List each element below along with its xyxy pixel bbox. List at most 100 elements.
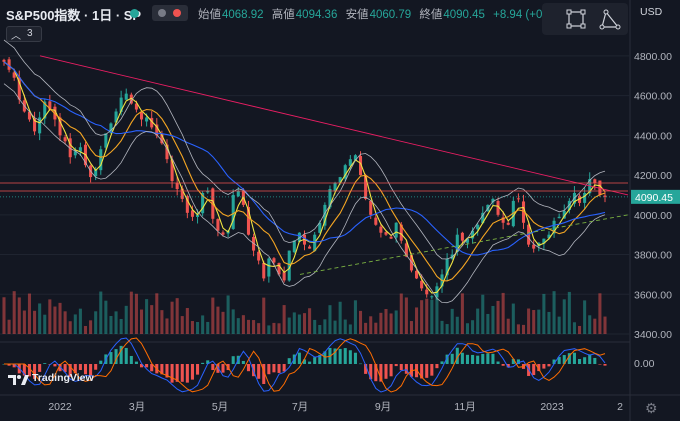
macd-histogram-bar — [379, 364, 383, 382]
candle — [318, 222, 322, 233]
volume-bar — [165, 318, 169, 334]
macd-histogram-bar — [404, 364, 408, 374]
candle — [481, 212, 485, 224]
volume-bar — [43, 314, 47, 334]
candle — [445, 258, 449, 276]
macd-histogram-bar — [415, 364, 419, 378]
macd-histogram-bar — [185, 364, 189, 383]
volume-bar — [430, 299, 434, 334]
last-price-label: 4090.45 — [635, 192, 673, 204]
candle — [150, 117, 154, 128]
candle — [221, 232, 225, 235]
candle — [471, 230, 475, 239]
volume-bar — [114, 311, 118, 334]
candle — [139, 112, 144, 120]
macd-histogram-bar — [297, 352, 301, 364]
macd-histogram-bar — [165, 364, 169, 378]
volume-bar — [63, 311, 67, 334]
candle — [501, 217, 505, 223]
tradingview-logo[interactable]: TradingView — [8, 370, 118, 388]
volume-bar — [196, 321, 200, 334]
volume-bar — [588, 315, 592, 334]
candle — [516, 198, 520, 200]
path-icon[interactable] — [599, 9, 621, 30]
currency-label[interactable]: USD — [640, 6, 663, 18]
volume-bar — [58, 302, 62, 334]
candle — [603, 195, 607, 197]
macd-histogram-bar — [389, 364, 393, 377]
macd-histogram-bar — [542, 364, 546, 369]
candle — [521, 201, 526, 223]
macd-histogram-bar — [501, 364, 505, 366]
volume-bar — [318, 324, 322, 334]
volume-bar — [277, 323, 281, 334]
candle — [124, 93, 128, 100]
candle — [506, 222, 510, 225]
volume-bar — [445, 324, 449, 334]
candle — [532, 244, 536, 249]
volume-bar — [435, 293, 439, 334]
low-value: 4060.79 — [369, 9, 412, 21]
volume-bar — [496, 300, 500, 334]
macd-histogram-bar — [394, 364, 398, 367]
volume-bar — [450, 308, 454, 334]
volume-bar — [216, 306, 220, 334]
candle — [246, 207, 251, 235]
symbol-title[interactable]: S&P500指数 · 1日 · SP — [6, 8, 142, 23]
candle — [58, 117, 62, 136]
macd-histogram-bar — [384, 364, 388, 379]
candle — [12, 72, 16, 78]
volume-bar — [89, 320, 93, 334]
macd-histogram-bar — [262, 364, 266, 384]
volume-bar — [53, 306, 57, 334]
macd-histogram-bar — [175, 364, 179, 382]
x-tick-label: 7月 — [292, 401, 308, 413]
candle — [109, 123, 113, 134]
indicator-toggle[interactable] — [152, 5, 188, 21]
candle — [404, 243, 408, 257]
macd-histogram-bar — [99, 360, 103, 364]
macd-histogram-bar — [323, 351, 327, 364]
candle — [277, 263, 281, 275]
candle — [68, 138, 72, 158]
macd-histogram-bar — [180, 364, 184, 382]
candle — [333, 183, 337, 192]
volume-bar — [94, 311, 98, 334]
volume-bar — [308, 308, 312, 334]
ma-line-mid — [3, 61, 606, 282]
box-icon[interactable] — [566, 9, 586, 29]
macd-histogram-bar — [12, 364, 16, 368]
candle — [185, 196, 189, 213]
candle — [583, 192, 587, 203]
candle — [27, 111, 31, 120]
macd-histogram-bar — [7, 364, 11, 366]
candle — [180, 188, 184, 199]
volume-bar — [119, 318, 123, 334]
macd-histogram-bar — [506, 364, 510, 368]
volume-bar — [104, 300, 108, 334]
candle — [73, 151, 77, 156]
volume-bar — [369, 316, 373, 334]
volume-bar — [562, 299, 566, 334]
volume-bar — [481, 294, 485, 334]
candle — [364, 175, 368, 199]
candle — [257, 251, 261, 261]
macd-histogram-bar — [89, 364, 93, 376]
volume-bar — [516, 324, 520, 334]
drawing-toolbar — [542, 3, 628, 35]
indicator-collapse-button[interactable]: ︿ 3 — [6, 26, 42, 42]
macd-histogram-bar — [572, 352, 576, 364]
tradingview-logo-icon — [8, 375, 29, 385]
gear-icon[interactable]: ⚙ — [645, 400, 658, 416]
macd-histogram-bar — [58, 364, 62, 372]
volume-bar — [73, 314, 77, 334]
volume-bar — [572, 322, 576, 334]
volume-bar — [593, 318, 597, 334]
macd-histogram-bar — [557, 356, 561, 364]
volume-bar — [374, 322, 378, 334]
y-tick-label: 3400.00 — [634, 329, 672, 341]
volume-bar — [231, 309, 235, 334]
volume-bar — [542, 293, 546, 334]
volume-bar — [537, 309, 541, 334]
